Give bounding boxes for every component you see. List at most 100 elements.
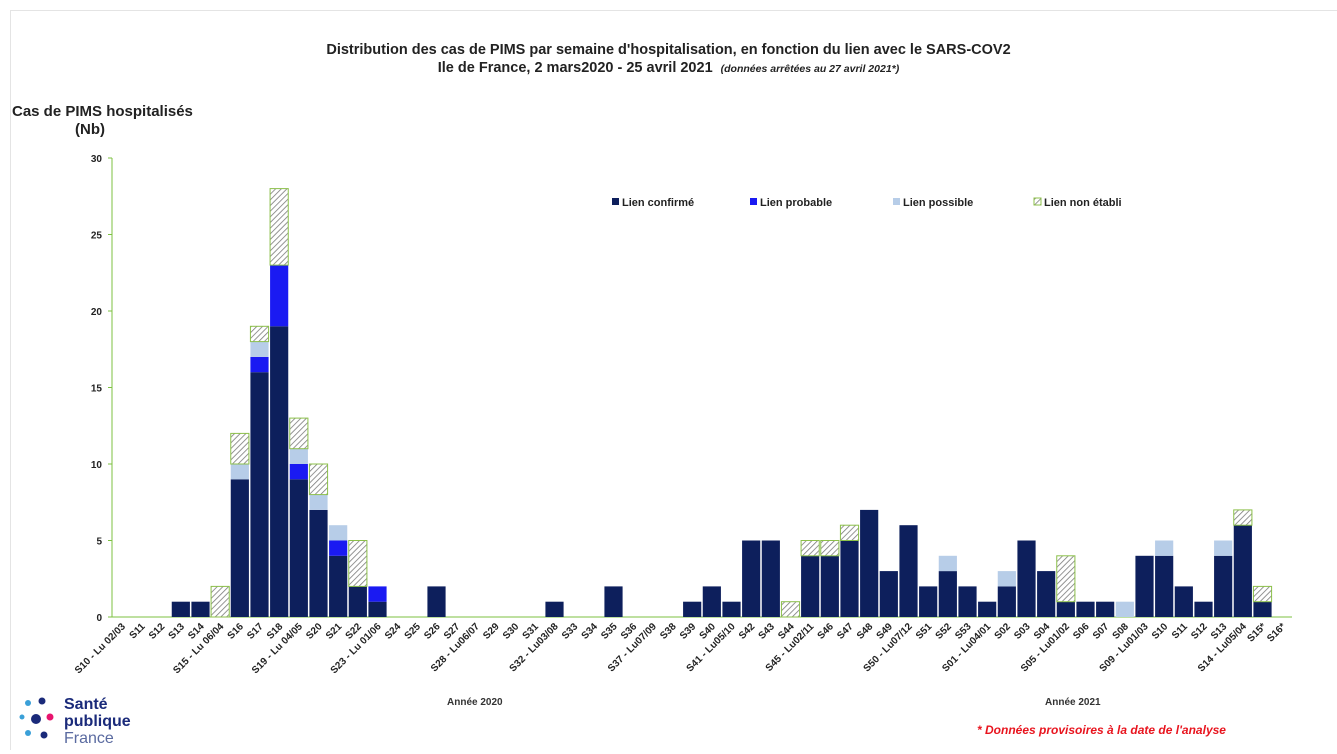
bar-segment-lien-confirme — [1096, 601, 1115, 617]
logo-text-publique: publique — [64, 713, 131, 730]
bar-segment-lien-possible — [250, 341, 269, 357]
bar-segment-lien-non-etabli — [1252, 585, 1273, 603]
bar-segment-lien-non-etabli — [1233, 509, 1253, 526]
y-axis-unit: (Nb) — [75, 121, 105, 138]
bar-segment-lien-confirme — [309, 509, 328, 617]
x-tick-label: S26 — [422, 621, 443, 642]
bar-segment-lien-confirme — [879, 571, 898, 617]
x-tick-label: S43 — [757, 621, 778, 642]
bar-segment-lien-non-etabli — [249, 325, 270, 343]
bar-segment-lien-possible — [1155, 540, 1174, 556]
bar-segment-lien-probable — [270, 265, 289, 327]
bar-segment-lien-confirme — [191, 601, 210, 617]
bar-segment-lien-confirme — [997, 586, 1016, 617]
legend-label: Lien possible — [903, 197, 973, 209]
bar-segment-lien-confirme — [348, 586, 367, 617]
bar-segment-lien-confirme — [761, 540, 780, 617]
bar-segment-lien-confirme — [919, 586, 938, 617]
logo-dots-icon — [19, 697, 54, 739]
legend-swatch — [893, 198, 900, 205]
x-tick-label: S16 — [226, 621, 247, 642]
y-tick-label: 30 — [91, 154, 103, 165]
x-tick-label: S02 — [993, 621, 1014, 642]
bar-segment-lien-confirme — [1037, 571, 1056, 617]
bar-segment-lien-confirme — [801, 555, 820, 617]
x-tick-label: S10 - Lu 02/03 — [73, 621, 128, 676]
y-tick-label: 10 — [91, 460, 103, 471]
logo-text-sante: Santé — [64, 696, 108, 713]
x-tick-label: S06 — [1071, 621, 1092, 642]
x-tick-label: S11 — [128, 621, 148, 641]
y-tick-label: 15 — [91, 384, 103, 395]
bar-segment-lien-confirme — [958, 586, 977, 617]
bar-segment-lien-confirme — [289, 479, 308, 617]
bar-segment-lien-confirme — [742, 540, 761, 617]
x-tick-label: S12 — [1189, 621, 1210, 642]
x-tick-label: S47 — [835, 621, 856, 642]
bar-segment-lien-non-etabli — [1056, 555, 1076, 603]
bar-segment-lien-non-etabli — [820, 540, 840, 557]
y-axis-label: Cas de PIMS hospitalisés — [12, 103, 193, 120]
sante-publique-france-logo: Santé publique France — [16, 697, 156, 749]
legend-label: Lien non établi — [1044, 197, 1122, 209]
bar-segment-lien-confirme — [545, 601, 564, 617]
bar-segment-lien-confirme — [1233, 525, 1252, 617]
bar-segment-lien-non-etabli — [308, 463, 329, 496]
bar-segment-lien-probable — [289, 464, 308, 480]
bar-segment-lien-confirme — [702, 586, 721, 617]
bar-segment-lien-confirme — [1056, 601, 1075, 617]
x-tick-label: S34 — [580, 621, 601, 642]
logo-text-france: France — [64, 730, 114, 747]
bar-segment-lien-possible — [938, 555, 957, 572]
bar-segment-lien-non-etabli — [269, 188, 289, 266]
x-tick-label: S20 — [304, 621, 325, 642]
bar-segment-lien-possible — [1214, 540, 1233, 556]
x-tick-label: S35 — [599, 621, 620, 642]
chart-frame — [10, 10, 1337, 750]
provisional-data-footnote: * Données provisoires à la date de l'ana… — [977, 723, 1226, 737]
x-tick-label: S21 — [324, 621, 345, 642]
bar-segment-lien-confirme — [938, 571, 957, 617]
year-label-2021: Année 2021 — [1045, 697, 1101, 708]
x-tick-label: S13 — [167, 621, 188, 642]
bar-segment-lien-probable — [250, 356, 269, 373]
bar-segment-lien-possible — [329, 525, 348, 541]
year-label-2020: Année 2020 — [447, 697, 503, 708]
chart-subtitle-text: Ile de France, 2 mars2020 - 25 avril 202… — [437, 60, 713, 76]
y-tick-label: 25 — [91, 231, 103, 242]
bar-segment-lien-confirme — [899, 525, 918, 617]
legend-item: Lien possible — [893, 197, 973, 209]
chart-subtitle: Ile de France, 2 mars2020 - 25 avril 202… — [0, 60, 1337, 76]
bar-segment-lien-probable — [368, 586, 387, 602]
bar-segment-lien-confirme — [722, 601, 741, 617]
x-tick-label: S16* — [1265, 621, 1288, 644]
legend-swatch — [612, 198, 619, 205]
bar-segment-lien-confirme — [978, 601, 997, 617]
bar-segment-lien-confirme — [1017, 540, 1036, 617]
x-tick-label: S17 — [245, 621, 266, 642]
x-tick-label: S46 — [816, 621, 837, 642]
x-tick-label: S24 — [383, 621, 404, 642]
legend-item: Lien confirmé — [612, 197, 694, 209]
x-tick-label: S25 — [403, 621, 424, 642]
bar-segment-lien-confirme — [1076, 601, 1095, 617]
bar-segment-lien-confirme — [820, 555, 839, 617]
bar-segment-lien-possible — [309, 494, 328, 510]
bar-segment-lien-confirme — [171, 601, 190, 617]
bar-segment-lien-confirme — [860, 509, 879, 617]
bar-segment-lien-non-etabli — [230, 432, 250, 465]
bar-segment-lien-possible — [997, 571, 1016, 587]
bar-segment-lien-confirme — [250, 372, 269, 617]
legend-item: Lien non établi — [1033, 197, 1122, 209]
bar-segment-lien-confirme — [427, 586, 446, 617]
legend-swatch — [1033, 197, 1042, 206]
y-tick-label: 0 — [96, 613, 102, 624]
chart-title: Distribution des cas de PIMS par semaine… — [326, 42, 1011, 58]
legend-swatch — [750, 198, 757, 205]
bar-segment-lien-confirme — [1194, 601, 1213, 617]
x-tick-label: S38 — [658, 621, 679, 642]
x-tick-label: S11 — [1170, 621, 1190, 641]
x-tick-label: S07 — [1091, 621, 1112, 642]
legend-label: Lien probable — [760, 197, 832, 209]
bar-segment-lien-confirme — [270, 326, 289, 617]
